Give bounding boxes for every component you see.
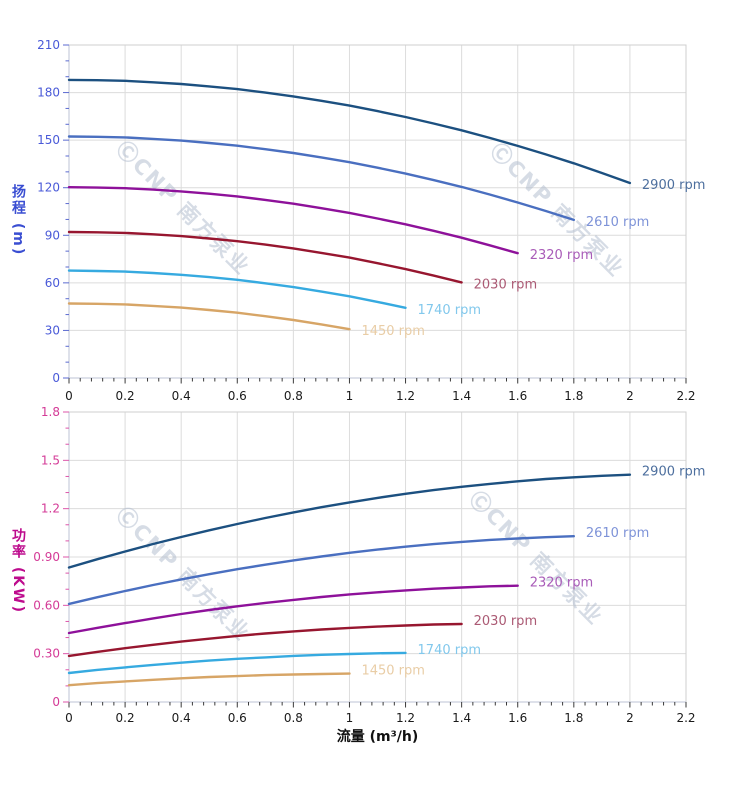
x-tick-label: 0.2 xyxy=(116,389,135,403)
power-chart-axes: 0 0.2 0.4 0.6 0.8 1 1.2 1.4 1.6 1.8 2 2.2 0 0.30 0.60 0… xyxy=(33,405,695,725)
y-tick-label: 210 xyxy=(37,38,60,52)
x-tick-label: 1.2 xyxy=(396,389,415,403)
x-tick-label: 0 xyxy=(65,389,73,403)
head-chart-curve-2320-rpm xyxy=(67,185,519,255)
y-tick-label: 0 xyxy=(52,695,60,709)
x-tick-label: 0.8 xyxy=(284,711,303,725)
power-chart-curve-label-2610-rpm: 2610 rpm xyxy=(586,526,649,541)
power-chart-curves: 2900 rpm 2610 rpm 2320 rpm 2030 rpm 1740 rpm… xyxy=(67,465,705,687)
head-chart-curve-2900-rpm xyxy=(67,78,632,185)
flow-axis-title: 流量 (m³/h) xyxy=(336,729,419,745)
y-tick-label: 180 xyxy=(37,86,60,100)
head-chart-curve-2610-rpm xyxy=(67,135,575,222)
head-chart-curve-label-2900-rpm: 2900 rpm xyxy=(642,178,705,193)
x-tick-label: 1.6 xyxy=(508,711,527,725)
x-tick-label: 1 xyxy=(346,711,354,725)
head-chart-curve-label-2030-rpm: 2030 rpm xyxy=(474,277,537,292)
watermark-text: ⒸCNP 南方泵业 xyxy=(464,487,607,630)
y-tick-label: 30 xyxy=(45,323,60,337)
y-tick-label: 150 xyxy=(37,133,60,147)
y-tick-label: 0.90 xyxy=(33,550,60,564)
y-tick-label: 0 xyxy=(52,371,60,385)
head-chart-curve-1740-rpm xyxy=(67,269,407,309)
head-chart-axes: 0 0.2 0.4 0.6 0.8 1 1.2 1.4 1.6 1.8 2 2.2 0 30 60 90 120… xyxy=(37,38,695,403)
x-tick-label: 1.8 xyxy=(564,389,583,403)
power-chart-curve-2900-rpm xyxy=(67,473,632,569)
power-chart-curve-label-2320-rpm: 2320 rpm xyxy=(530,576,593,591)
head-chart-curve-label-1740-rpm: 1740 rpm xyxy=(418,303,481,318)
y-tick-label: 120 xyxy=(37,181,60,195)
x-tick-label: 0.4 xyxy=(172,711,191,725)
y-tick-label: 0.60 xyxy=(33,598,60,612)
x-tick-label: 1.8 xyxy=(564,711,583,725)
x-tick-label: 0.8 xyxy=(284,389,303,403)
x-tick-label: 2 xyxy=(626,711,634,725)
watermark-text: ⒸCNP 南方泵业 xyxy=(111,137,254,280)
x-tick-label: 1.4 xyxy=(452,711,471,725)
power-chart-curve-1740-rpm xyxy=(67,651,407,675)
x-tick-label: 0.6 xyxy=(228,711,247,725)
x-tick-label: 2.2 xyxy=(676,389,695,403)
head-chart-curve-2030-rpm xyxy=(67,230,463,284)
head-chart-curve-label-2610-rpm: 2610 rpm xyxy=(586,215,649,230)
head-chart-curve-label-2320-rpm: 2320 rpm xyxy=(530,248,593,263)
x-tick-label: 2 xyxy=(626,389,634,403)
y-tick-label: 1.5 xyxy=(41,453,60,467)
power-chart-curve-2320-rpm xyxy=(67,584,519,635)
x-tick-label: 1 xyxy=(346,389,354,403)
y-tick-label: 1.8 xyxy=(41,405,60,419)
power-chart-curve-2610-rpm xyxy=(67,535,575,606)
power-chart-curve-label-1450-rpm: 1450 rpm xyxy=(361,664,424,679)
power-chart-curve-2030-rpm xyxy=(67,622,463,658)
x-tick-label: 1.2 xyxy=(396,711,415,725)
power-chart-curve-label-2900-rpm: 2900 rpm xyxy=(642,465,705,480)
x-tick-label: 0 xyxy=(65,711,73,725)
y-tick-label: 60 xyxy=(45,276,60,290)
head-chart-curve-label-1450-rpm: 1450 rpm xyxy=(361,324,424,339)
head-axis-title: 扬程 (m) xyxy=(10,184,26,257)
power-axis-title: 功率 (KW) xyxy=(10,528,26,614)
x-tick-label: 0.4 xyxy=(172,389,191,403)
head-chart-curves: 2900 rpm 2610 rpm 2320 rpm 2030 rpm 1740 rpm… xyxy=(67,78,705,339)
axes-layer: 0 0.2 0.4 0.6 0.8 1 1.2 1.4 1.6 1.8 2 2.20306090120… xyxy=(33,38,695,725)
y-tick-label: 1.2 xyxy=(41,502,60,516)
power-chart-curve-label-1740-rpm: 1740 rpm xyxy=(418,643,481,658)
power-chart-curve-1450-rpm xyxy=(67,672,351,687)
x-tick-label: 2.2 xyxy=(676,711,695,725)
x-tick-label: 0.6 xyxy=(228,389,247,403)
y-tick-label: 90 xyxy=(45,228,60,242)
head-chart-curve-1450-rpm xyxy=(67,302,351,331)
power-chart-curve-label-2030-rpm: 2030 rpm xyxy=(474,614,537,629)
curves-layer: 2900 rpm 2610 rpm 2320 rpm 2030 rpm 1740 rpm… xyxy=(67,78,705,687)
y-tick-label: 0.30 xyxy=(33,647,60,661)
x-tick-label: 0.2 xyxy=(116,711,135,725)
x-tick-label: 1.6 xyxy=(508,389,527,403)
x-tick-label: 1.4 xyxy=(452,389,471,403)
